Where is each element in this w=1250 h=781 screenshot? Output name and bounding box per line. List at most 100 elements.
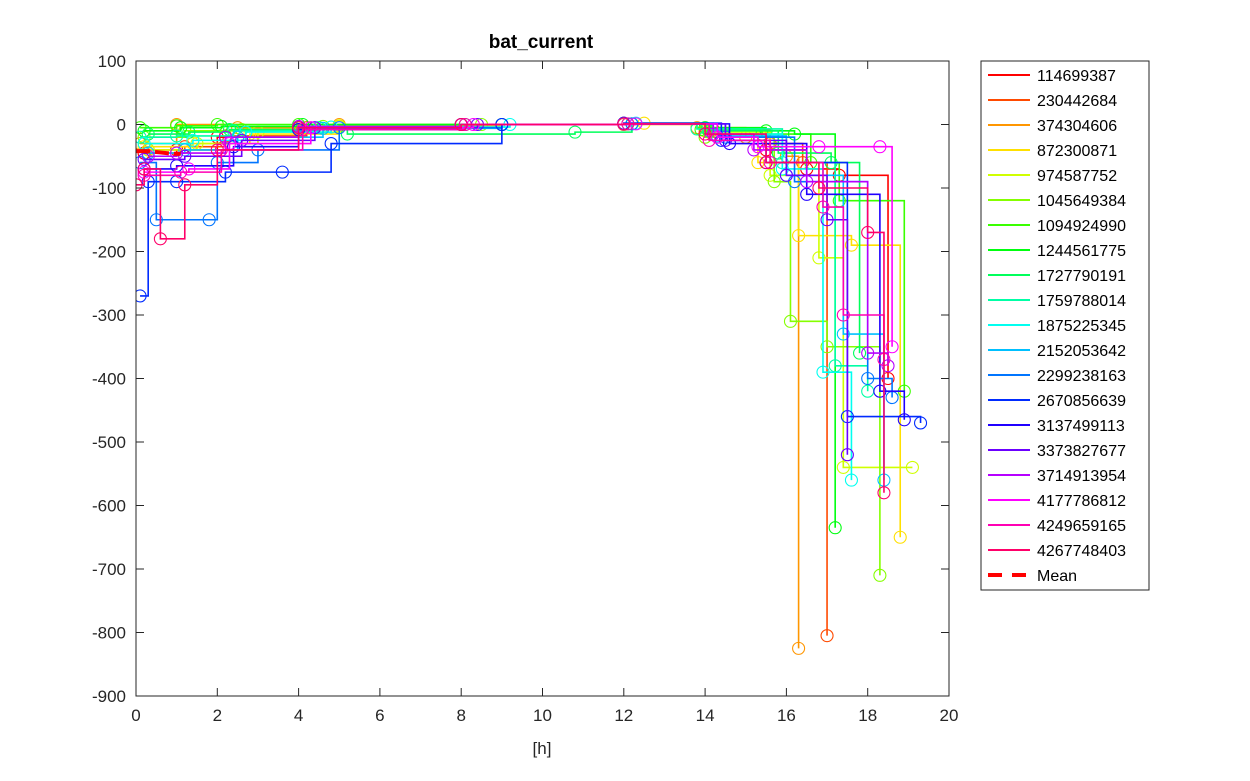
legend-label: 1045649384 bbox=[1037, 193, 1126, 210]
legend-entry: 2152053642 bbox=[988, 343, 1126, 360]
mean-layer bbox=[136, 149, 181, 156]
data-point bbox=[235, 133, 249, 147]
data-point bbox=[454, 117, 468, 132]
legend-entry: 2670856639 bbox=[988, 393, 1126, 410]
data-point bbox=[292, 121, 306, 135]
legend-entry: 3714913954 bbox=[988, 468, 1126, 485]
x-tick-label: 12 bbox=[614, 706, 633, 725]
series-line bbox=[144, 123, 881, 576]
legend-label: 872300871 bbox=[1037, 143, 1117, 160]
legend-label: 3714913954 bbox=[1037, 468, 1126, 485]
data-point bbox=[873, 568, 887, 582]
data-point bbox=[840, 448, 854, 462]
series-line bbox=[144, 123, 885, 360]
y-tick-label: -600 bbox=[92, 497, 126, 516]
series-1727790191 bbox=[141, 117, 867, 360]
legend-label: 1727790191 bbox=[1037, 268, 1126, 285]
data-point bbox=[820, 340, 834, 354]
data-point bbox=[182, 162, 196, 176]
data-point bbox=[877, 486, 891, 500]
legend-entry: 1759788014 bbox=[988, 293, 1126, 310]
legend-label: 1244561775 bbox=[1037, 243, 1126, 260]
data-point bbox=[816, 365, 830, 379]
data-point bbox=[783, 314, 798, 328]
data-point bbox=[210, 143, 224, 157]
data-point bbox=[170, 129, 184, 143]
data-point bbox=[324, 137, 338, 151]
data-point bbox=[816, 200, 830, 214]
legend-label: 374304606 bbox=[1037, 118, 1117, 135]
legend-entry: 4177786812 bbox=[988, 493, 1126, 510]
legend-entry: 1045649384 bbox=[988, 193, 1126, 210]
data-point bbox=[779, 168, 793, 182]
data-point bbox=[905, 460, 919, 474]
series-374304606 bbox=[136, 117, 806, 655]
data-point bbox=[275, 165, 289, 179]
series-line bbox=[144, 122, 902, 538]
data-point bbox=[617, 117, 631, 131]
data-point bbox=[861, 371, 875, 386]
legend-label: 2299238163 bbox=[1037, 368, 1126, 385]
data-point bbox=[836, 327, 850, 341]
data-point bbox=[861, 346, 875, 360]
series-974587752 bbox=[141, 117, 919, 474]
series-3373827677 bbox=[137, 117, 854, 462]
legend-entry: 3137499113 bbox=[988, 418, 1125, 435]
legend-label: 3373827677 bbox=[1037, 443, 1126, 460]
legend-entry: 872300871 bbox=[988, 143, 1117, 160]
x-tick-label: 6 bbox=[375, 706, 384, 725]
legend-entry: 114699387 bbox=[988, 68, 1116, 85]
series-line bbox=[140, 123, 893, 398]
data-point bbox=[178, 149, 192, 163]
data-point bbox=[792, 229, 806, 243]
data-point bbox=[698, 127, 712, 141]
legend-label: 3137499113 bbox=[1037, 418, 1125, 435]
legend-label: 1875225345 bbox=[1037, 318, 1126, 335]
data-point bbox=[747, 143, 761, 157]
data-point bbox=[186, 133, 200, 147]
y-tick-label: 0 bbox=[117, 116, 126, 135]
series-4249659165 bbox=[137, 117, 891, 367]
data-point bbox=[836, 460, 850, 474]
data-point bbox=[136, 289, 147, 303]
data-point bbox=[174, 165, 188, 179]
data-point bbox=[873, 384, 887, 398]
series-line bbox=[140, 123, 869, 392]
y-tick-label: 100 bbox=[98, 52, 126, 71]
x-axis-label: [h] bbox=[533, 739, 552, 758]
legend-label: Mean bbox=[1037, 568, 1077, 585]
data-point bbox=[861, 225, 875, 239]
data-point bbox=[844, 238, 858, 252]
y-tick-label: -200 bbox=[92, 243, 126, 262]
data-point bbox=[812, 140, 826, 154]
x-tick-label: 10 bbox=[533, 706, 552, 725]
legend-entry: 1875225345 bbox=[988, 318, 1126, 335]
chart-title: bat_current bbox=[489, 32, 594, 53]
series-4267748403 bbox=[136, 117, 891, 500]
series-line bbox=[140, 123, 800, 649]
data-point bbox=[137, 162, 151, 176]
legend-label: 114699387 bbox=[1037, 68, 1116, 85]
legend-label: 4177786812 bbox=[1037, 493, 1126, 510]
data-point bbox=[885, 340, 899, 354]
series-1244561775 bbox=[137, 117, 842, 535]
legend-entry: 1244561775 bbox=[988, 243, 1126, 260]
legend-label: 2670856639 bbox=[1037, 393, 1126, 410]
legend-entry: 974587752 bbox=[988, 168, 1117, 185]
data-point bbox=[893, 530, 907, 544]
data-point bbox=[568, 125, 582, 139]
data-point bbox=[767, 175, 781, 189]
y-tick-label: -500 bbox=[92, 433, 126, 452]
data-point bbox=[881, 359, 895, 373]
data-point bbox=[792, 641, 806, 655]
legend-entry: 1727790191 bbox=[988, 268, 1126, 285]
y-tick-label: -900 bbox=[92, 687, 126, 706]
legend-entry: 2299238163 bbox=[988, 368, 1126, 385]
series-line bbox=[140, 123, 906, 392]
data-point bbox=[136, 178, 143, 192]
series-line bbox=[144, 123, 836, 528]
data-point bbox=[182, 125, 196, 139]
series-line bbox=[136, 123, 885, 493]
data-point bbox=[800, 175, 814, 189]
